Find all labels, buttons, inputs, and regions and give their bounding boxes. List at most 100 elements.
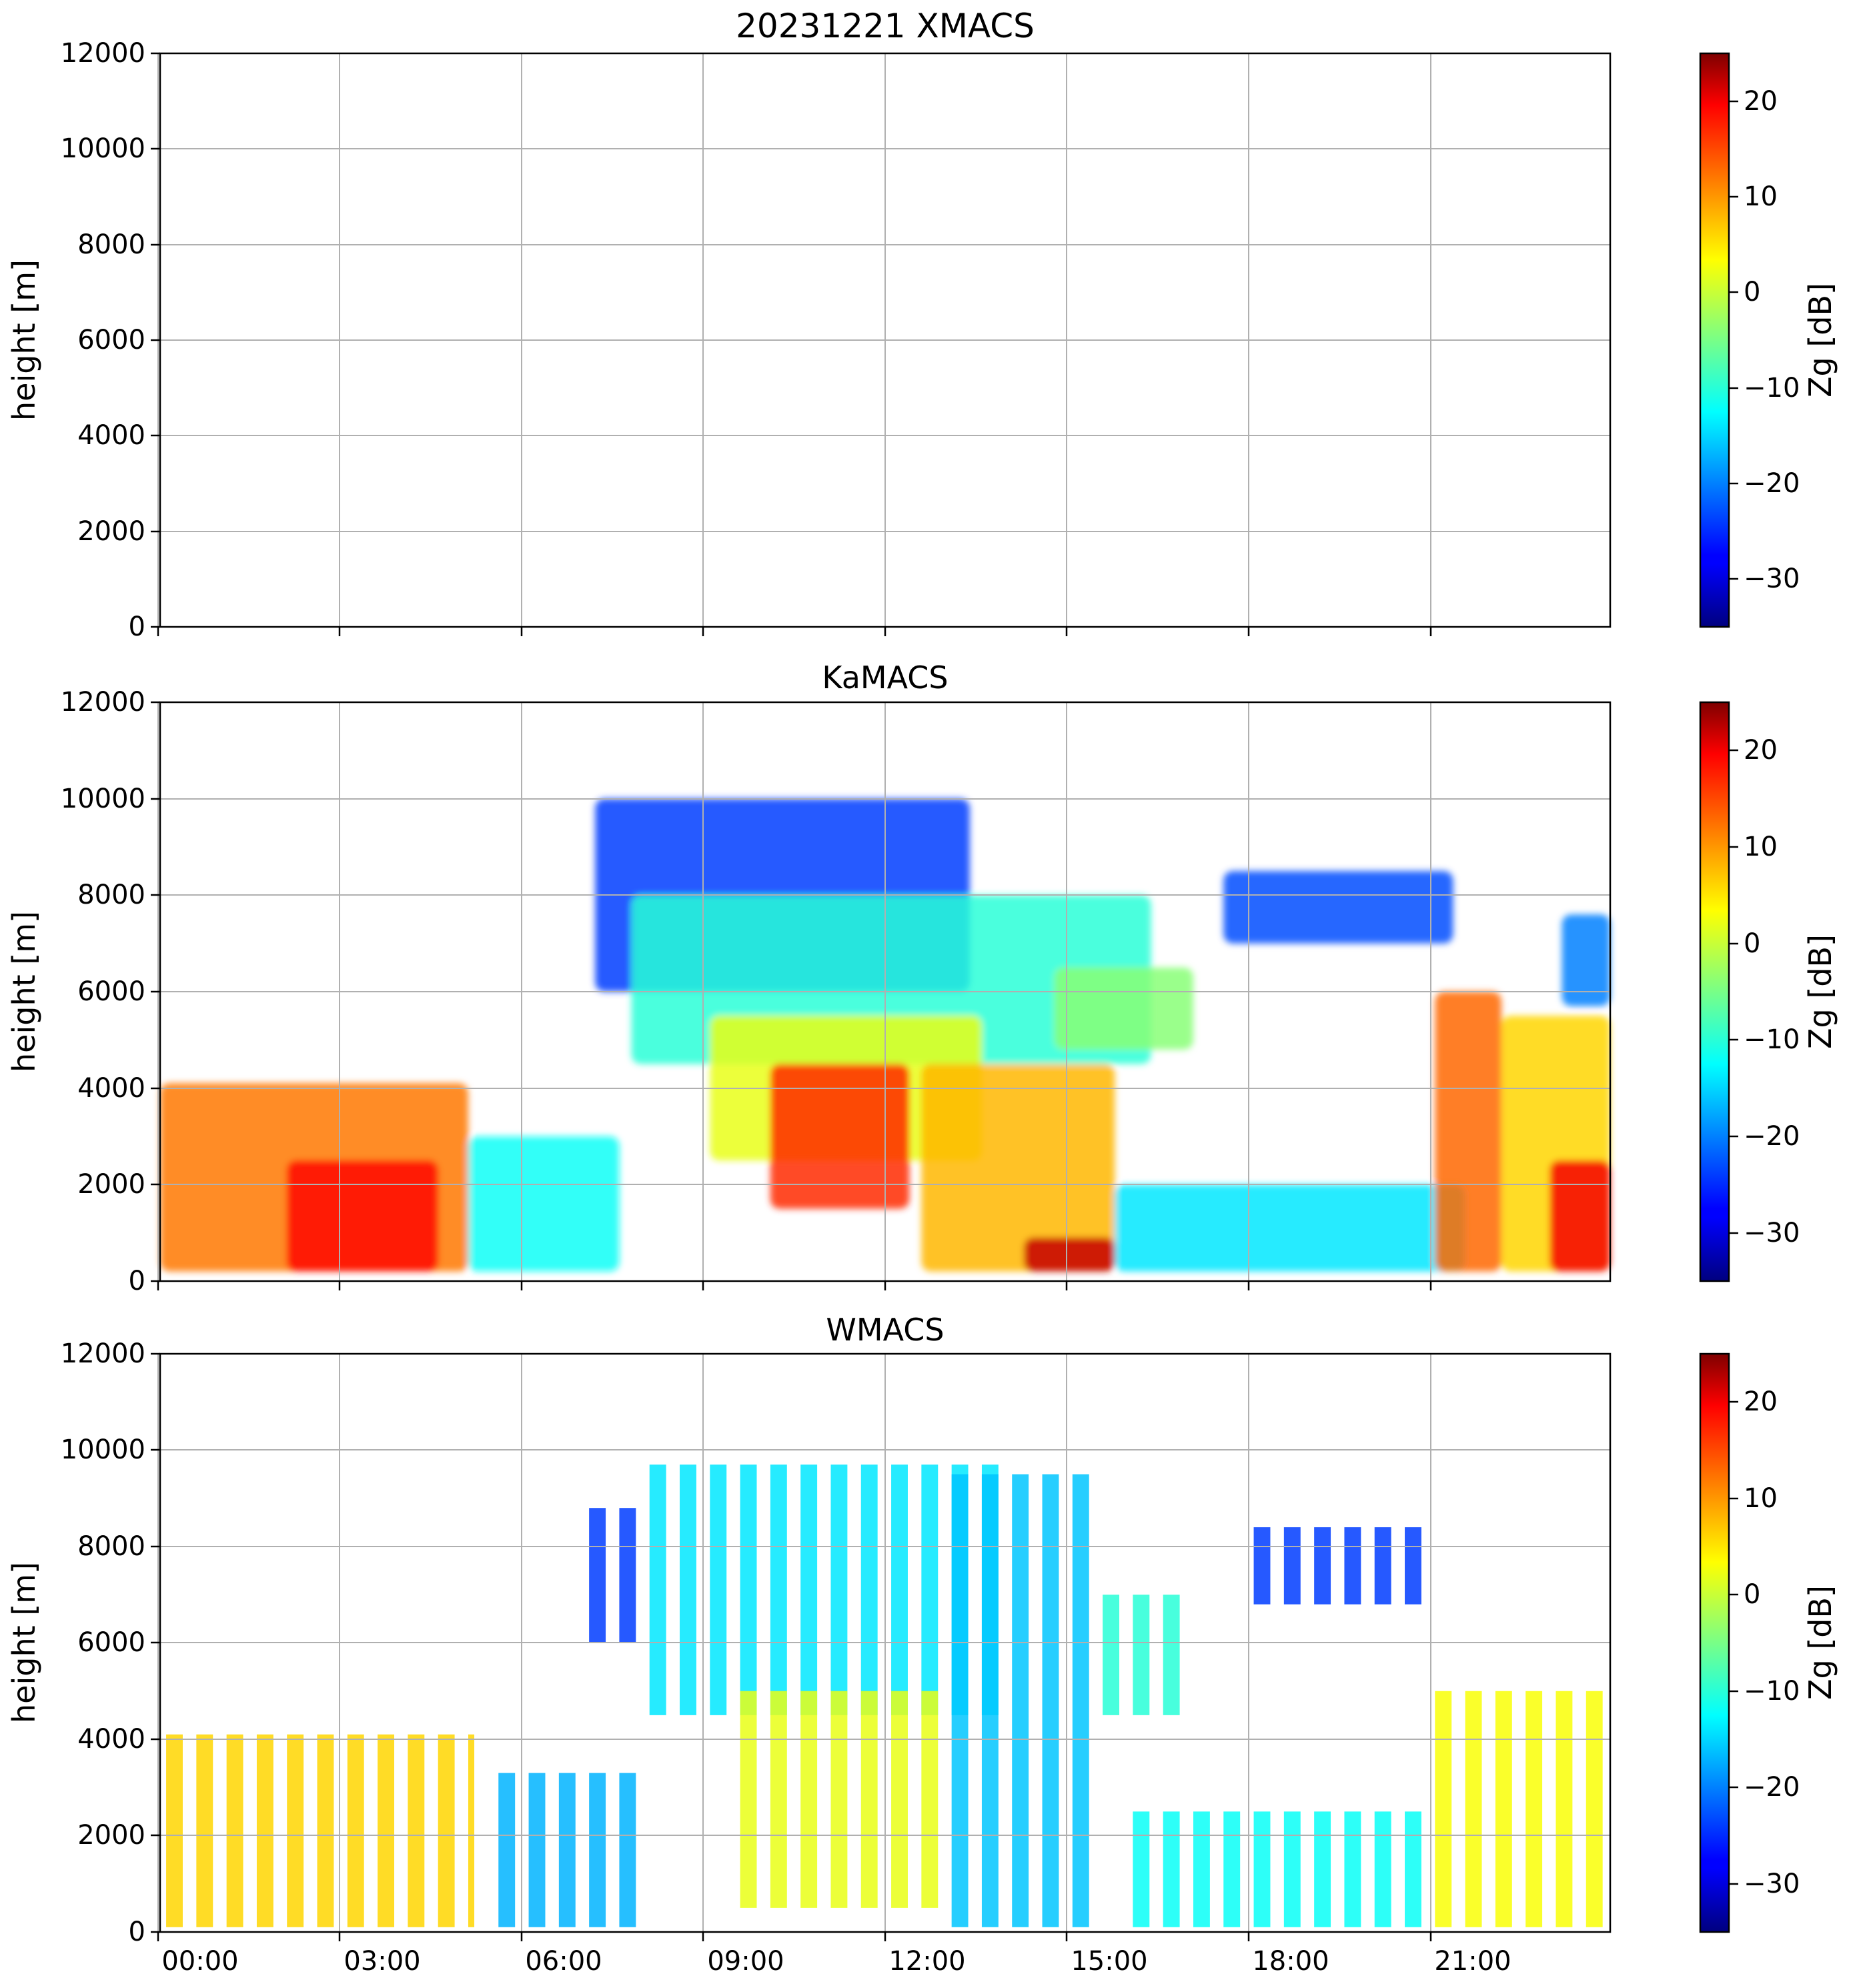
echo-stripe <box>1283 1527 1301 1605</box>
echo-stripe <box>1405 1811 1421 1927</box>
panel-title: KaMACS <box>822 660 948 696</box>
echo-region <box>1024 1237 1115 1272</box>
echo-stripe <box>438 1734 455 1927</box>
echo-stripe <box>1103 1595 1120 1715</box>
colorbar-label: Zg [dB] <box>1802 283 1838 397</box>
echo-stripe <box>1405 1527 1421 1605</box>
colorbar-tick-label: −20 <box>1744 1121 1800 1152</box>
y-tick-label: 2000 <box>77 516 145 547</box>
echo-region <box>1550 1160 1610 1272</box>
grid <box>157 53 1610 627</box>
x-tick-label: 06:00 <box>525 1946 602 1977</box>
echo-stripe <box>1072 1474 1089 1927</box>
y-axis-label: height [m] <box>6 259 42 421</box>
echo-stripe <box>226 1734 243 1927</box>
echo-stripe <box>1314 1811 1331 1927</box>
x-tick-label: 21:00 <box>1434 1946 1511 1977</box>
echo-stripe <box>800 1691 818 1908</box>
echo-stripe <box>1465 1691 1482 1927</box>
echo-stripe <box>1223 1811 1241 1927</box>
y-tick-label: 2000 <box>77 1169 145 1200</box>
echo-stripe <box>1163 1811 1180 1927</box>
echo-stripe <box>1163 1595 1180 1715</box>
x-axis-ticks <box>157 1281 1432 1290</box>
plot-area <box>157 1352 1612 1933</box>
echo-stripe <box>800 1464 818 1715</box>
y-axis-label: height [m] <box>6 911 42 1072</box>
y-tick-label: 0 <box>129 1917 145 1947</box>
echo-region <box>287 1160 438 1272</box>
echo-stripe <box>1374 1527 1391 1605</box>
echo-stripe <box>558 1773 576 1927</box>
panel-kamacs: KaMACS <box>6 660 1838 1296</box>
y-tick-label: 10000 <box>61 133 145 164</box>
echo-regions <box>160 798 1610 1272</box>
echo-stripe <box>1193 1811 1210 1927</box>
echo-stripe <box>770 1691 787 1908</box>
colorbar-label: Zg [dB] <box>1802 934 1838 1049</box>
y-tick-label: 10000 <box>61 1434 145 1465</box>
echo-region <box>1054 967 1193 1050</box>
echo-stripe <box>830 1464 848 1715</box>
y-tick-label: 12000 <box>61 38 145 69</box>
plot-area <box>157 52 1612 628</box>
echo-layer <box>160 798 1610 1272</box>
colorbar: −30 −20 −10 0 10 20 Zg [dB] <box>1699 1352 1838 1933</box>
echo-stripe <box>1586 1691 1603 1927</box>
colorbar-tick-label: −30 <box>1744 1218 1800 1248</box>
echo-stripe <box>287 1734 304 1927</box>
colorbar: −30 −20 −10 0 10 20 Zg [dB] <box>1699 701 1838 1282</box>
x-axis-ticks <box>157 627 1432 636</box>
colorbar-gradient <box>1699 1352 1730 1933</box>
echo-stripe <box>921 1691 939 1908</box>
colorbar-tick-label: −10 <box>1744 1676 1800 1707</box>
x-tick-label: 15:00 <box>1071 1946 1147 1977</box>
y-tick-label: 6000 <box>77 976 145 1007</box>
colorbar-gradient <box>1699 701 1730 1282</box>
y-axis: 0 2000 4000 6000 8000 10000 12000 height… <box>6 1338 160 1947</box>
echo-stripe <box>619 1773 636 1927</box>
echo-region <box>1562 914 1610 1006</box>
echo-stripe <box>891 1691 908 1908</box>
y-tick-label: 4000 <box>77 1724 145 1755</box>
x-axis: 00:00 03:00 06:00 09:00 12:00 15:00 18:0… <box>157 1932 1511 1977</box>
colorbar-tick-label: −20 <box>1744 468 1800 499</box>
echo-stripe <box>1253 1527 1271 1605</box>
echo-layer <box>166 1464 1603 1927</box>
colorbar-tick-label: −30 <box>1744 564 1800 594</box>
y-tick-label: 8000 <box>77 1531 145 1562</box>
echo-stripe <box>770 1464 787 1715</box>
y-tick-label: 8000 <box>77 880 145 910</box>
echo-stripe <box>166 1734 183 1927</box>
colorbar-tick-label: 10 <box>1744 181 1778 212</box>
echo-region <box>770 1064 910 1209</box>
y-tick-label: 10000 <box>61 784 145 814</box>
y-tick-label: 0 <box>129 612 145 642</box>
y-tick-label: 12000 <box>61 687 145 718</box>
echo-stripe <box>891 1464 908 1715</box>
colorbar-tick-label: −10 <box>1744 1024 1800 1055</box>
colorbar-tick-label: 20 <box>1744 735 1778 766</box>
echo-stripe <box>740 1464 757 1715</box>
echo-region <box>1115 1184 1465 1272</box>
echo-stripe <box>1344 1811 1361 1927</box>
x-tick-label: 18:00 <box>1252 1946 1329 1977</box>
colorbar: −30 −20 −10 0 10 20 Zg [dB] <box>1699 52 1838 628</box>
colorbar-tick-label: 20 <box>1744 86 1778 117</box>
echo-stripe <box>378 1734 395 1927</box>
echo-stripe <box>921 1464 939 1715</box>
echo-region <box>1435 992 1501 1272</box>
echo-region <box>1223 871 1453 944</box>
y-tick-label: 4000 <box>77 1073 145 1104</box>
y-axis: 0 2000 4000 6000 8000 10000 12000 height… <box>6 38 160 642</box>
plot-area <box>157 701 1612 1282</box>
y-tick-label: 6000 <box>77 1627 145 1658</box>
colorbar-tick-label: −20 <box>1744 1772 1800 1803</box>
echo-stripe <box>981 1474 999 1927</box>
panel-wmacs: WMACS <box>6 1312 1838 1977</box>
y-axis-label: height [m] <box>6 1562 42 1723</box>
panel-title: 20231221 XMACS <box>736 7 1035 45</box>
colorbar-tick-label: 0 <box>1744 277 1760 307</box>
colorbar-tick-label: 10 <box>1744 832 1778 862</box>
